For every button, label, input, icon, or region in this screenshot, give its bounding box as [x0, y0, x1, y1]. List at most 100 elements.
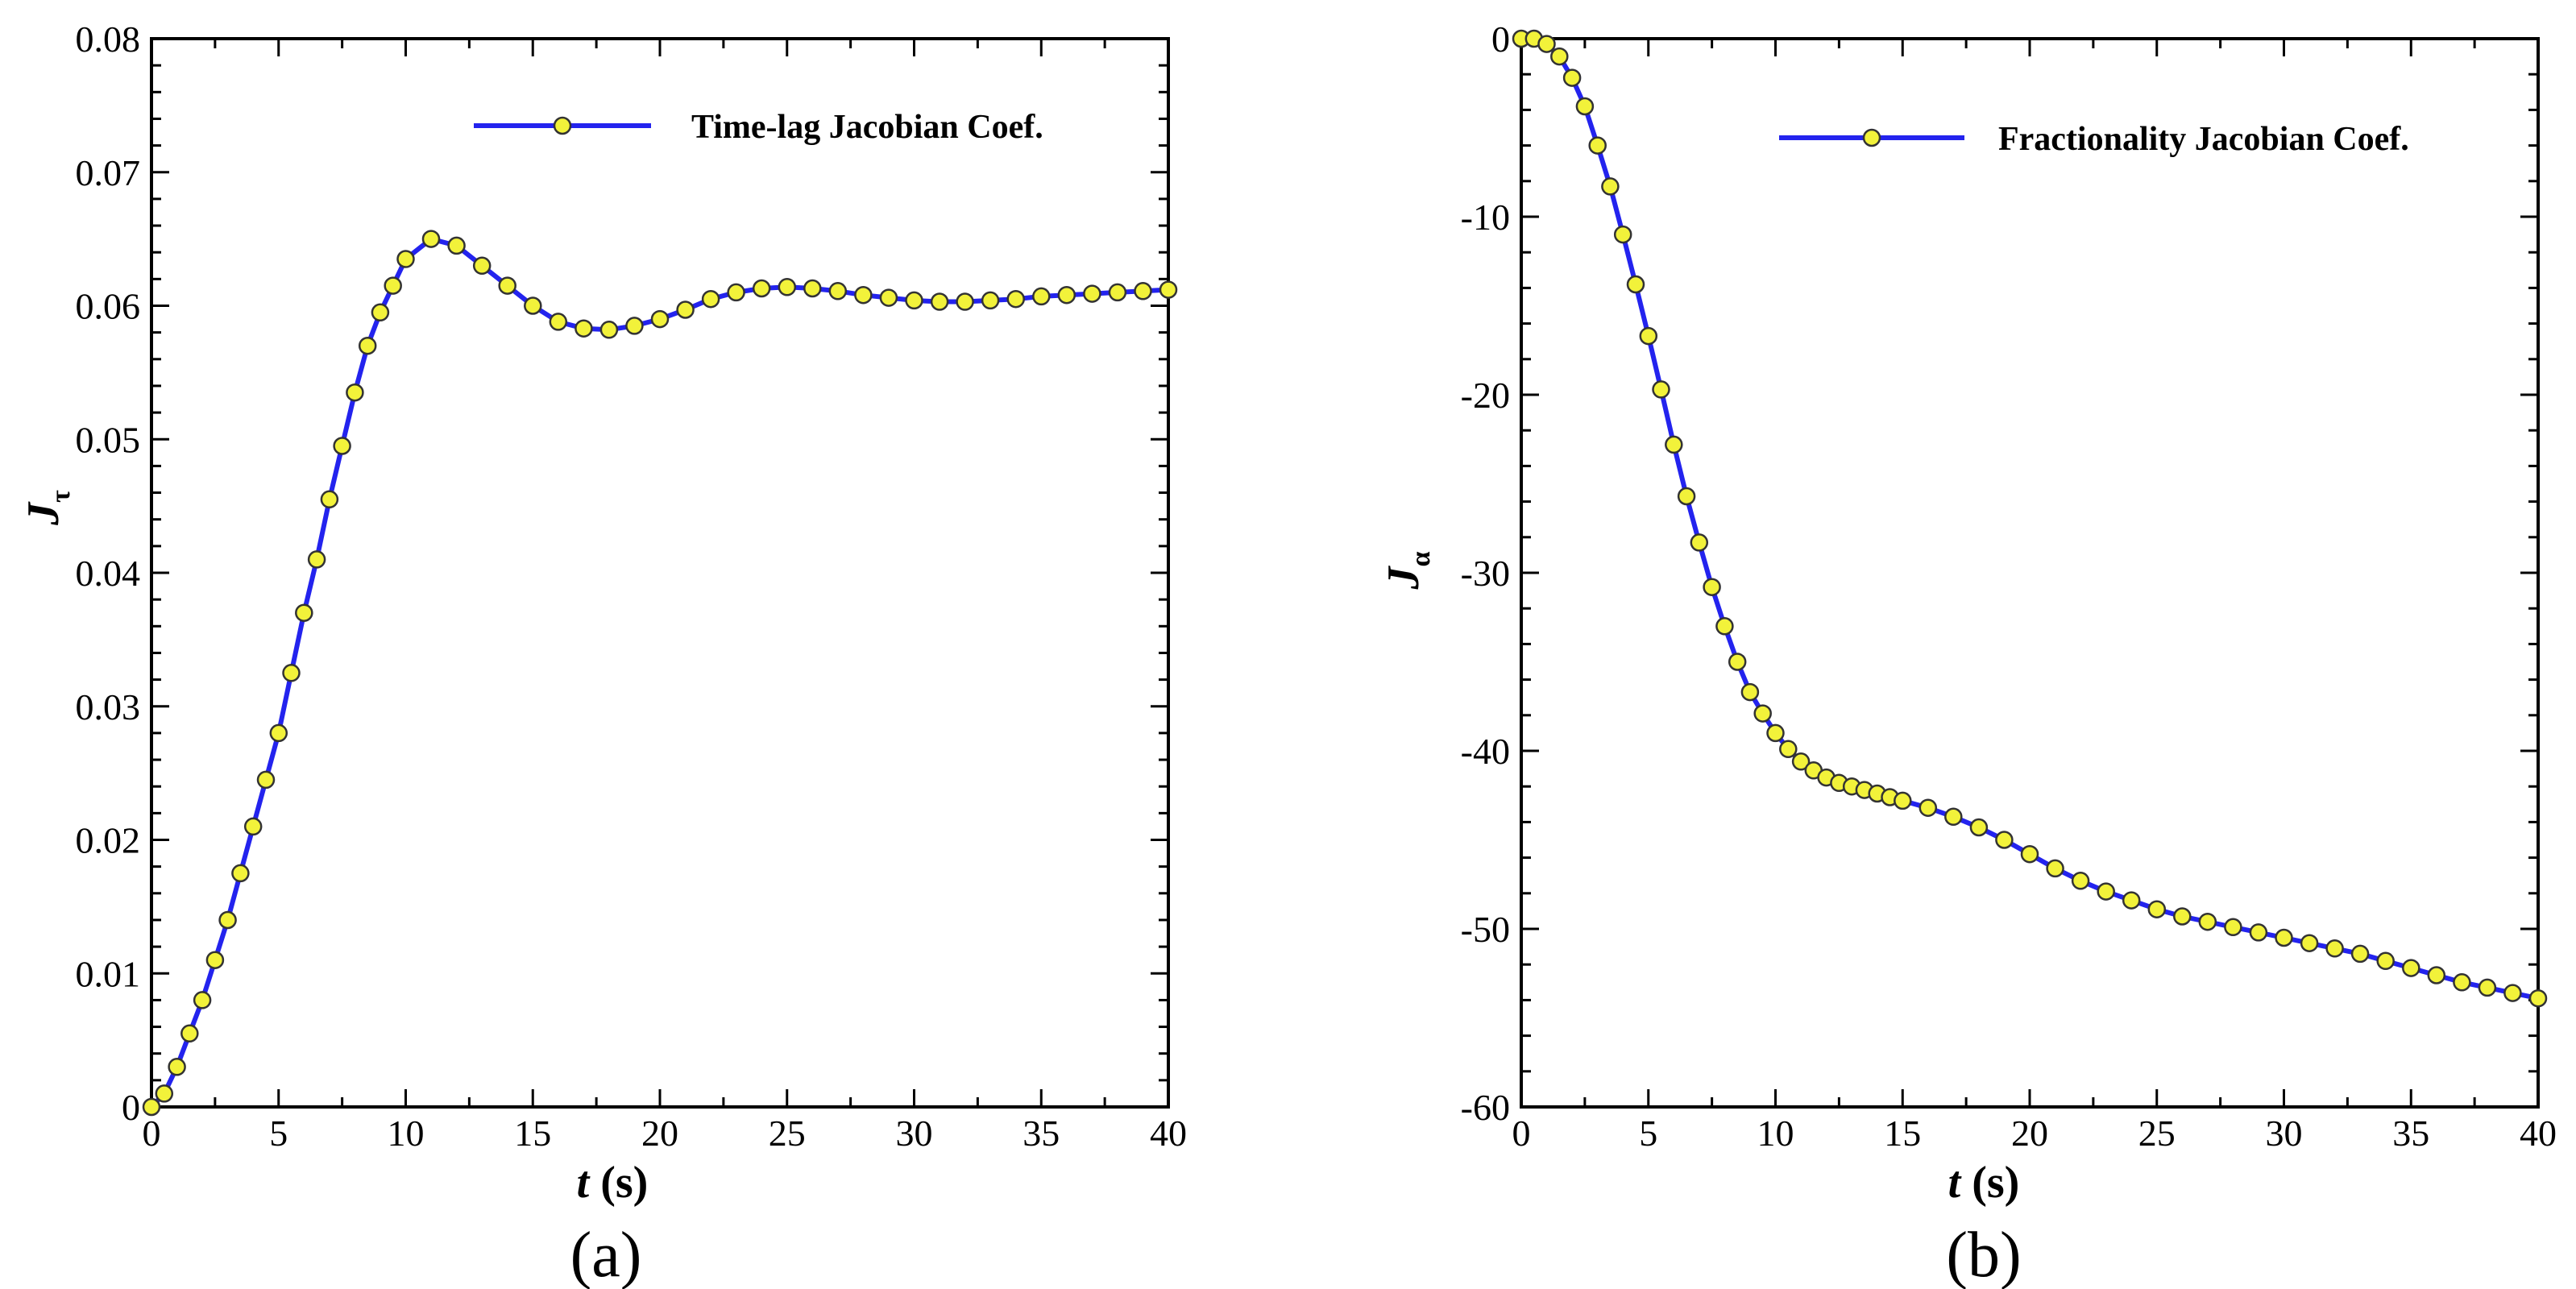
x-tick-label-b: 10: [1757, 1113, 1794, 1154]
data-point-a: [231, 864, 250, 883]
data-point-a: [358, 336, 377, 355]
legend-label-b: Fractionality Jacobian Coef.: [1998, 121, 2409, 158]
x-tick-label-b: 25: [2138, 1113, 2176, 1154]
data-point-b: [1677, 487, 1696, 506]
data-point-b: [2020, 844, 2039, 864]
data-point-a: [1032, 287, 1051, 306]
data-point-b: [2350, 944, 2370, 964]
data-point-b: [1766, 723, 1785, 743]
data-point-a: [575, 319, 593, 338]
data-point-a: [1108, 283, 1127, 302]
data-point-b: [2528, 989, 2548, 1008]
data-point-b: [1562, 68, 1582, 87]
data-point-a: [498, 276, 516, 295]
data-point-a: [854, 285, 873, 305]
data-point-b: [1601, 177, 1620, 196]
x-tick-label-a: 40: [1150, 1113, 1187, 1154]
data-point-a: [1057, 285, 1076, 305]
data-point-b: [1652, 380, 1670, 399]
y-tick-label-a: 0.05: [76, 419, 141, 460]
x-tick-label-b: 5: [1639, 1113, 1657, 1154]
data-point-a: [778, 278, 797, 296]
data-point-a: [371, 303, 390, 322]
svg-text:Jα: Jα: [1379, 551, 1436, 590]
x-tick-label-a: 0: [143, 1113, 161, 1154]
data-point-a: [155, 1084, 174, 1103]
x-axis-title-b: t (s): [1948, 1158, 2020, 1208]
data-point-b: [2478, 978, 2497, 997]
x-tick-label-a: 5: [269, 1113, 288, 1154]
y-axis-title-a: Jτ: [19, 490, 76, 526]
x-axis-title-a-symbol: t: [577, 1158, 591, 1208]
data-point-b: [2503, 984, 2522, 1002]
x-tick-label-a: 15: [514, 1113, 551, 1154]
data-point-a: [1159, 280, 1178, 299]
data-point-b: [2453, 973, 2471, 992]
data-point-b: [2097, 882, 2115, 901]
data-point-b: [1753, 704, 1772, 723]
legend-marker-a: [553, 116, 572, 135]
data-point-b: [1575, 97, 1595, 116]
data-point-a: [269, 723, 288, 743]
data-point-b: [1728, 653, 1747, 671]
x-axis-title-b-unit: (s): [1972, 1158, 2019, 1208]
x-axis-title-a-unit: (s): [600, 1158, 648, 1208]
data-point-a: [676, 300, 695, 319]
data-point-a: [930, 292, 949, 311]
data-point-b: [1715, 617, 1734, 636]
data-point-b: [1703, 578, 1721, 596]
data-point-a: [447, 236, 466, 255]
data-point-b: [1969, 818, 1989, 837]
data-point-a: [650, 309, 670, 329]
data-point-b: [1537, 35, 1556, 53]
data-point-a: [1134, 282, 1152, 300]
x-axis-a: 0 5 10 15 20 25 30 35 40: [143, 39, 1187, 1154]
y-tick-label-b: -20: [1461, 375, 1510, 416]
chart-panel-b: 0 5 10 15 20 25 30 35 40 0 -10 -20 -30 -40 -50 -60 Fra…: [1379, 19, 2557, 1289]
x-axis-b: 0 5 10 15 20 25 30 35 40: [1512, 39, 2557, 1154]
x-tick-label-b: 40: [2520, 1113, 2557, 1154]
data-point-b: [1588, 136, 1607, 155]
data-point-b: [1550, 47, 1569, 66]
data-point-b: [2300, 934, 2319, 952]
data-point-b: [1665, 435, 1683, 454]
x-tick-label-b: 20: [2011, 1113, 2048, 1154]
x-tick-label-a: 30: [896, 1113, 933, 1154]
data-point-b: [2224, 918, 2242, 937]
data-point-b: [2173, 907, 2192, 926]
data-point-b: [2402, 959, 2420, 977]
legend-b: Fractionality Jacobian Coef.: [1779, 121, 2409, 158]
y-tick-label-a: 0.08: [76, 19, 141, 60]
y-tick-label-a: 0.02: [76, 820, 141, 861]
y-tick-label-b: -10: [1461, 197, 1510, 238]
data-point-a: [981, 291, 1000, 310]
data-point-b: [2198, 912, 2217, 931]
data-point-a: [243, 817, 263, 836]
data-point-a: [205, 951, 225, 969]
data-point-b: [1791, 752, 1811, 771]
data-point-a: [727, 283, 745, 302]
data-point-a: [472, 256, 492, 276]
x-tick-label-b: 35: [2392, 1113, 2429, 1154]
y-tick-label-a: 0: [122, 1087, 140, 1128]
y-tick-label-a: 0.01: [76, 953, 141, 994]
data-point-a: [879, 288, 898, 307]
data-point-a: [956, 292, 974, 311]
data-point-a: [180, 1024, 199, 1043]
y-tick-label-b: -60: [1461, 1087, 1510, 1128]
data-point-b: [2325, 939, 2344, 958]
data-point-b: [2147, 900, 2167, 918]
legend-a: Time-lag Jacobian Coef.: [474, 109, 1043, 146]
data-point-a: [295, 603, 313, 622]
data-point-b: [2046, 859, 2064, 878]
y-axis-title-b: Jα: [1379, 551, 1436, 590]
x-tick-label-a: 20: [641, 1113, 678, 1154]
svg-text:Jτ: Jτ: [19, 490, 76, 526]
data-point-a: [142, 1097, 161, 1117]
x-tick-label-a: 10: [388, 1113, 425, 1154]
data-point-a: [218, 910, 237, 930]
data-point-a: [421, 230, 441, 248]
data-point-a: [803, 279, 822, 298]
data-point-a: [396, 250, 415, 268]
